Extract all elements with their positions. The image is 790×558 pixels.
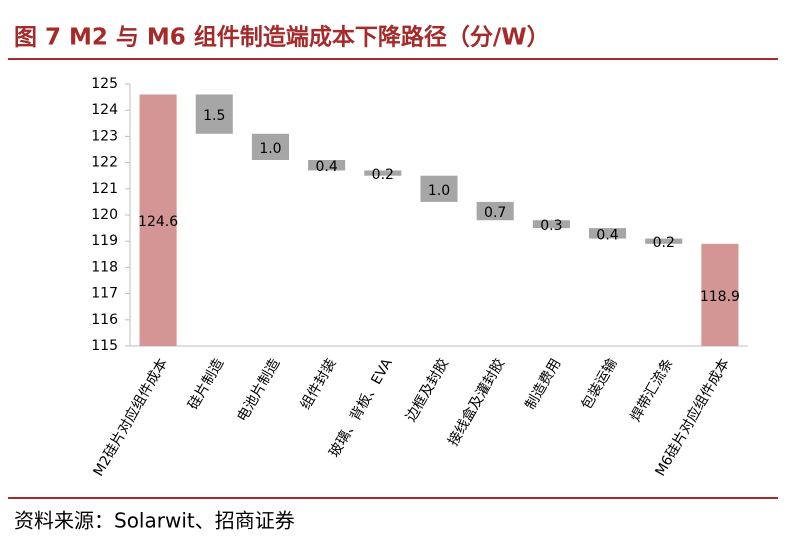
value-label: 118.9 (700, 289, 740, 305)
x-tick-label: 焊带汇流条 (627, 356, 677, 425)
x-tick-label: 组件封装 (298, 356, 340, 412)
value-label: 1.0 (428, 183, 450, 199)
x-tick-label: M2硅片对应组件成本 (90, 356, 171, 480)
value-label: 1.0 (259, 141, 281, 157)
value-label: 0.2 (653, 235, 675, 251)
step-bar (308, 159, 346, 171)
source: 资料来源：Solarwit、招商证券 (14, 509, 295, 533)
value-label: 124.6 (138, 214, 178, 230)
y-tick-label: 125 (91, 76, 118, 92)
x-tick-label: 硅片制造 (185, 356, 227, 412)
value-label: 0.3 (540, 218, 562, 234)
step-bar (476, 201, 514, 221)
chart-title: 图 7 M2 与 M6 组件制造端成本下降路径（分/W） (14, 24, 550, 51)
x-tick-label: 玻璃、背板、EVA (325, 355, 395, 460)
y-tick-label: 119 (91, 233, 118, 249)
x-tick-label: 接线盒及灌封胶 (444, 356, 508, 449)
step-bar (420, 175, 458, 202)
step-bar (589, 228, 627, 239)
y-tick-label: 122 (91, 155, 118, 171)
y-tick-label: 124 (91, 102, 118, 118)
y-tick-label: 115 (91, 338, 118, 354)
step-bar (364, 170, 402, 176)
x-tick-label: 电池片制造 (235, 356, 284, 425)
x-tick-label: 包装运输 (579, 356, 621, 412)
x-tick-label: 边框及封胶 (402, 356, 452, 425)
y-tick-label: 121 (91, 181, 118, 197)
value-label: 0.7 (484, 205, 506, 221)
value-label: 1.5 (203, 108, 225, 124)
y-tick-label: 117 (91, 286, 118, 302)
y-tick-label: 123 (91, 128, 118, 144)
total-bar (701, 243, 739, 346)
step-bar (195, 94, 233, 134)
x-tick-label: 制造费用 (522, 356, 564, 412)
y-tick-label: 116 (91, 312, 118, 328)
value-label: 0.4 (596, 227, 618, 243)
step-bar (532, 220, 570, 229)
total-bar (139, 94, 177, 346)
value-label: 0.4 (316, 159, 338, 175)
step-bar (645, 238, 683, 244)
y-tick-label: 120 (91, 207, 118, 223)
y-tick-label: 118 (91, 259, 118, 275)
value-label: 0.2 (372, 167, 394, 183)
step-bar (251, 133, 289, 160)
